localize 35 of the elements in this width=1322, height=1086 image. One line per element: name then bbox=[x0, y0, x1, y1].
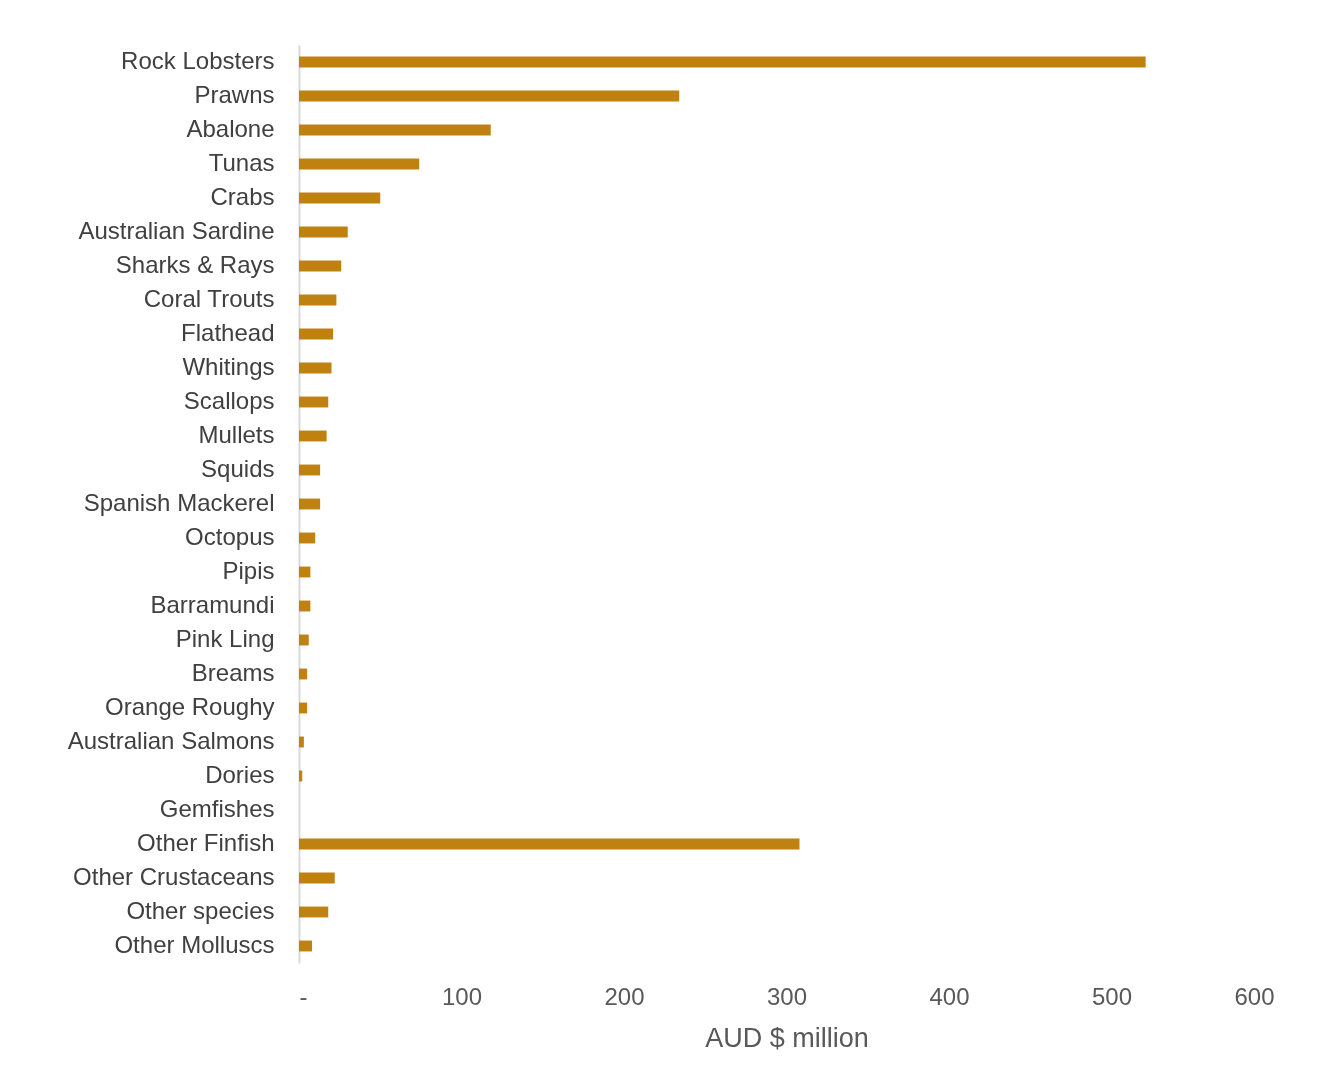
y-tick-label: Scallops bbox=[183, 387, 275, 414]
x-tick-label: 300 bbox=[766, 982, 808, 1010]
y-tick-label: Barramundi bbox=[150, 591, 275, 618]
y-tick-label: Prawns bbox=[194, 81, 275, 108]
y-tick-label: Other Finfish bbox=[137, 829, 275, 856]
x-tick-label: 200 bbox=[604, 982, 645, 1010]
x-tick-label: 500 bbox=[1091, 982, 1133, 1010]
y-tick-label: Orange Roughy bbox=[105, 693, 275, 720]
y-tick-label: Coral Trouts bbox=[143, 285, 275, 312]
y-tick-label: Abalone bbox=[186, 115, 275, 142]
y-tick-label: Australian Salmons bbox=[67, 727, 275, 754]
y-tick-label: Crabs bbox=[210, 183, 275, 210]
y-tick-label: Whitings bbox=[182, 353, 275, 380]
y-tick-label: Other Crustaceans bbox=[73, 863, 275, 890]
y-tick-label: Dories bbox=[205, 761, 275, 788]
y-tick-label: Tunas bbox=[208, 149, 275, 176]
y-tick-label: Flathead bbox=[181, 319, 275, 346]
y-tick-label: Pipis bbox=[222, 557, 275, 584]
y-tick-label: Breams bbox=[191, 659, 275, 686]
y-tick-label: Rock Lobsters bbox=[121, 47, 275, 74]
y-tick-label: Other species bbox=[126, 897, 275, 924]
y-tick-label: Pink Ling bbox=[175, 625, 275, 652]
y-tick-label: Gemfishes bbox=[159, 795, 275, 822]
x-tick-label: 100 bbox=[441, 982, 483, 1010]
y-tick-label: Other Molluscs bbox=[114, 931, 275, 958]
y-tick-label: Spanish Mackerel bbox=[83, 489, 275, 516]
x-tick-label: 400 bbox=[929, 982, 970, 1010]
y-tick-label: Mullets bbox=[198, 421, 275, 448]
y-tick-label: Australian Sardine bbox=[78, 217, 275, 244]
x-axis-title: AUD $ million bbox=[705, 1022, 869, 1053]
y-tick-label: Octopus bbox=[185, 523, 275, 550]
x-tick-label: 600 bbox=[1234, 982, 1275, 1010]
y-tick-label: Squids bbox=[201, 455, 275, 482]
y-tick-label: Sharks & Rays bbox=[115, 251, 275, 278]
x-tick-label: - bbox=[299, 982, 308, 1010]
